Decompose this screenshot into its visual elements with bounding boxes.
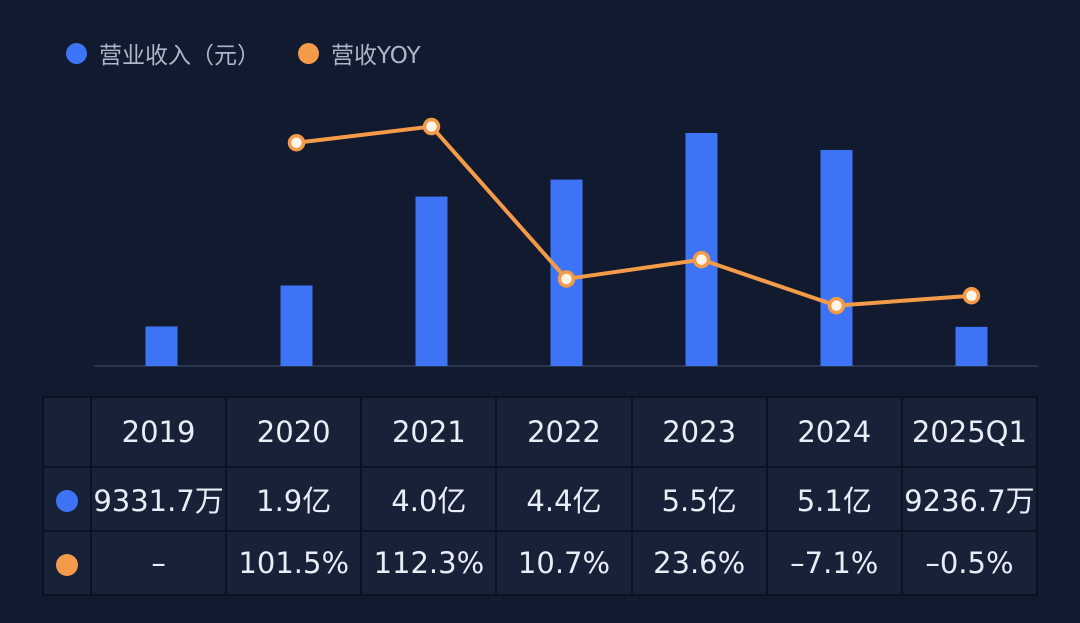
table-year-cell: 2019 [89,396,228,468]
legend-yoy-dot-icon [298,42,319,64]
table-year-cell: 2023 [630,396,768,468]
yoy-point-2024[interactable] [827,296,846,315]
revenue-bar-2025Q1[interactable] [955,326,988,366]
yoy-point-2023[interactable] [692,250,711,269]
yoy-line [296,124,972,308]
yoy-row-marker [42,530,92,596]
table-year-cell: 2024 [765,396,903,468]
data-table: 2019 2020 2021 2022 2023 2024 2025Q1 9331.7万 1.… [42,396,1039,596]
revenue-bar-2019[interactable] [145,326,178,366]
table-revenue-cell: 9236.7万 [900,466,1039,532]
table-revenue-cell: 5.5亿 [630,466,768,532]
legend-item-revenue[interactable]: 营业收入（元） [66,36,260,70]
yoy-point-2020[interactable] [287,134,306,152]
chart-legend: 营业收入（元） 营收YOY [66,36,421,70]
legend-revenue-dot-icon [66,42,87,64]
table-revenue-cell: 4.0亿 [360,466,498,532]
table-yoy-cell: –7.1% [765,530,903,596]
table-year-cell: 2022 [495,396,633,468]
table-yoy-cell: –0.5% [900,530,1039,596]
table-year-cell: 2020 [225,396,363,468]
revenue-row-marker [42,466,92,532]
table-revenue-cell: 1.9亿 [225,466,363,532]
yoy-row-dot-icon [56,554,78,576]
table-row-revenue: 9331.7万 1.9亿 4.0亿 4.4亿 5.5亿 5.1亿 9236.7万 [42,466,1039,532]
table-revenue-cell: 9331.7万 [89,466,228,532]
table-yoy-cell: – [89,530,228,596]
bar-line-chart [94,117,1038,367]
legend-item-yoy[interactable]: 营收YOY [298,36,421,70]
table-yoy-cell: 10.7% [495,530,633,596]
revenue-bar-2023[interactable] [685,133,718,366]
yoy-point-2022[interactable] [557,270,576,288]
table-row-yoy: –101.5% 112.3% 10.7% 23.6% –7.1% –0.5% [42,530,1039,596]
table-yoy-cell: 112.3% [360,530,498,596]
revenue-bar-2021[interactable] [415,196,448,366]
yoy-point-2025Q1[interactable] [962,287,981,305]
table-year-cell: 2025Q1 [900,396,1039,468]
table-corner-cell [42,396,92,468]
revenue-bar-2024[interactable] [820,149,853,366]
revenue-row-dot-icon [56,490,78,512]
legend-revenue-label: 营业收入（元） [99,43,260,69]
table-yoy-cell: 23.6% [630,530,768,596]
table-revenue-cell: 5.1亿 [765,466,903,532]
table-yoy-cell: 101.5% [225,530,363,596]
table-row-years: 2019 2020 2021 2022 2023 2024 2025Q1 [42,396,1039,468]
table-revenue-cell: 4.4亿 [495,466,633,532]
yoy-point-2021[interactable] [422,117,441,136]
table-year-cell: 2021 [360,396,498,468]
legend-yoy-label: 营收YOY [331,43,421,69]
revenue-bar-2020[interactable] [280,285,313,366]
